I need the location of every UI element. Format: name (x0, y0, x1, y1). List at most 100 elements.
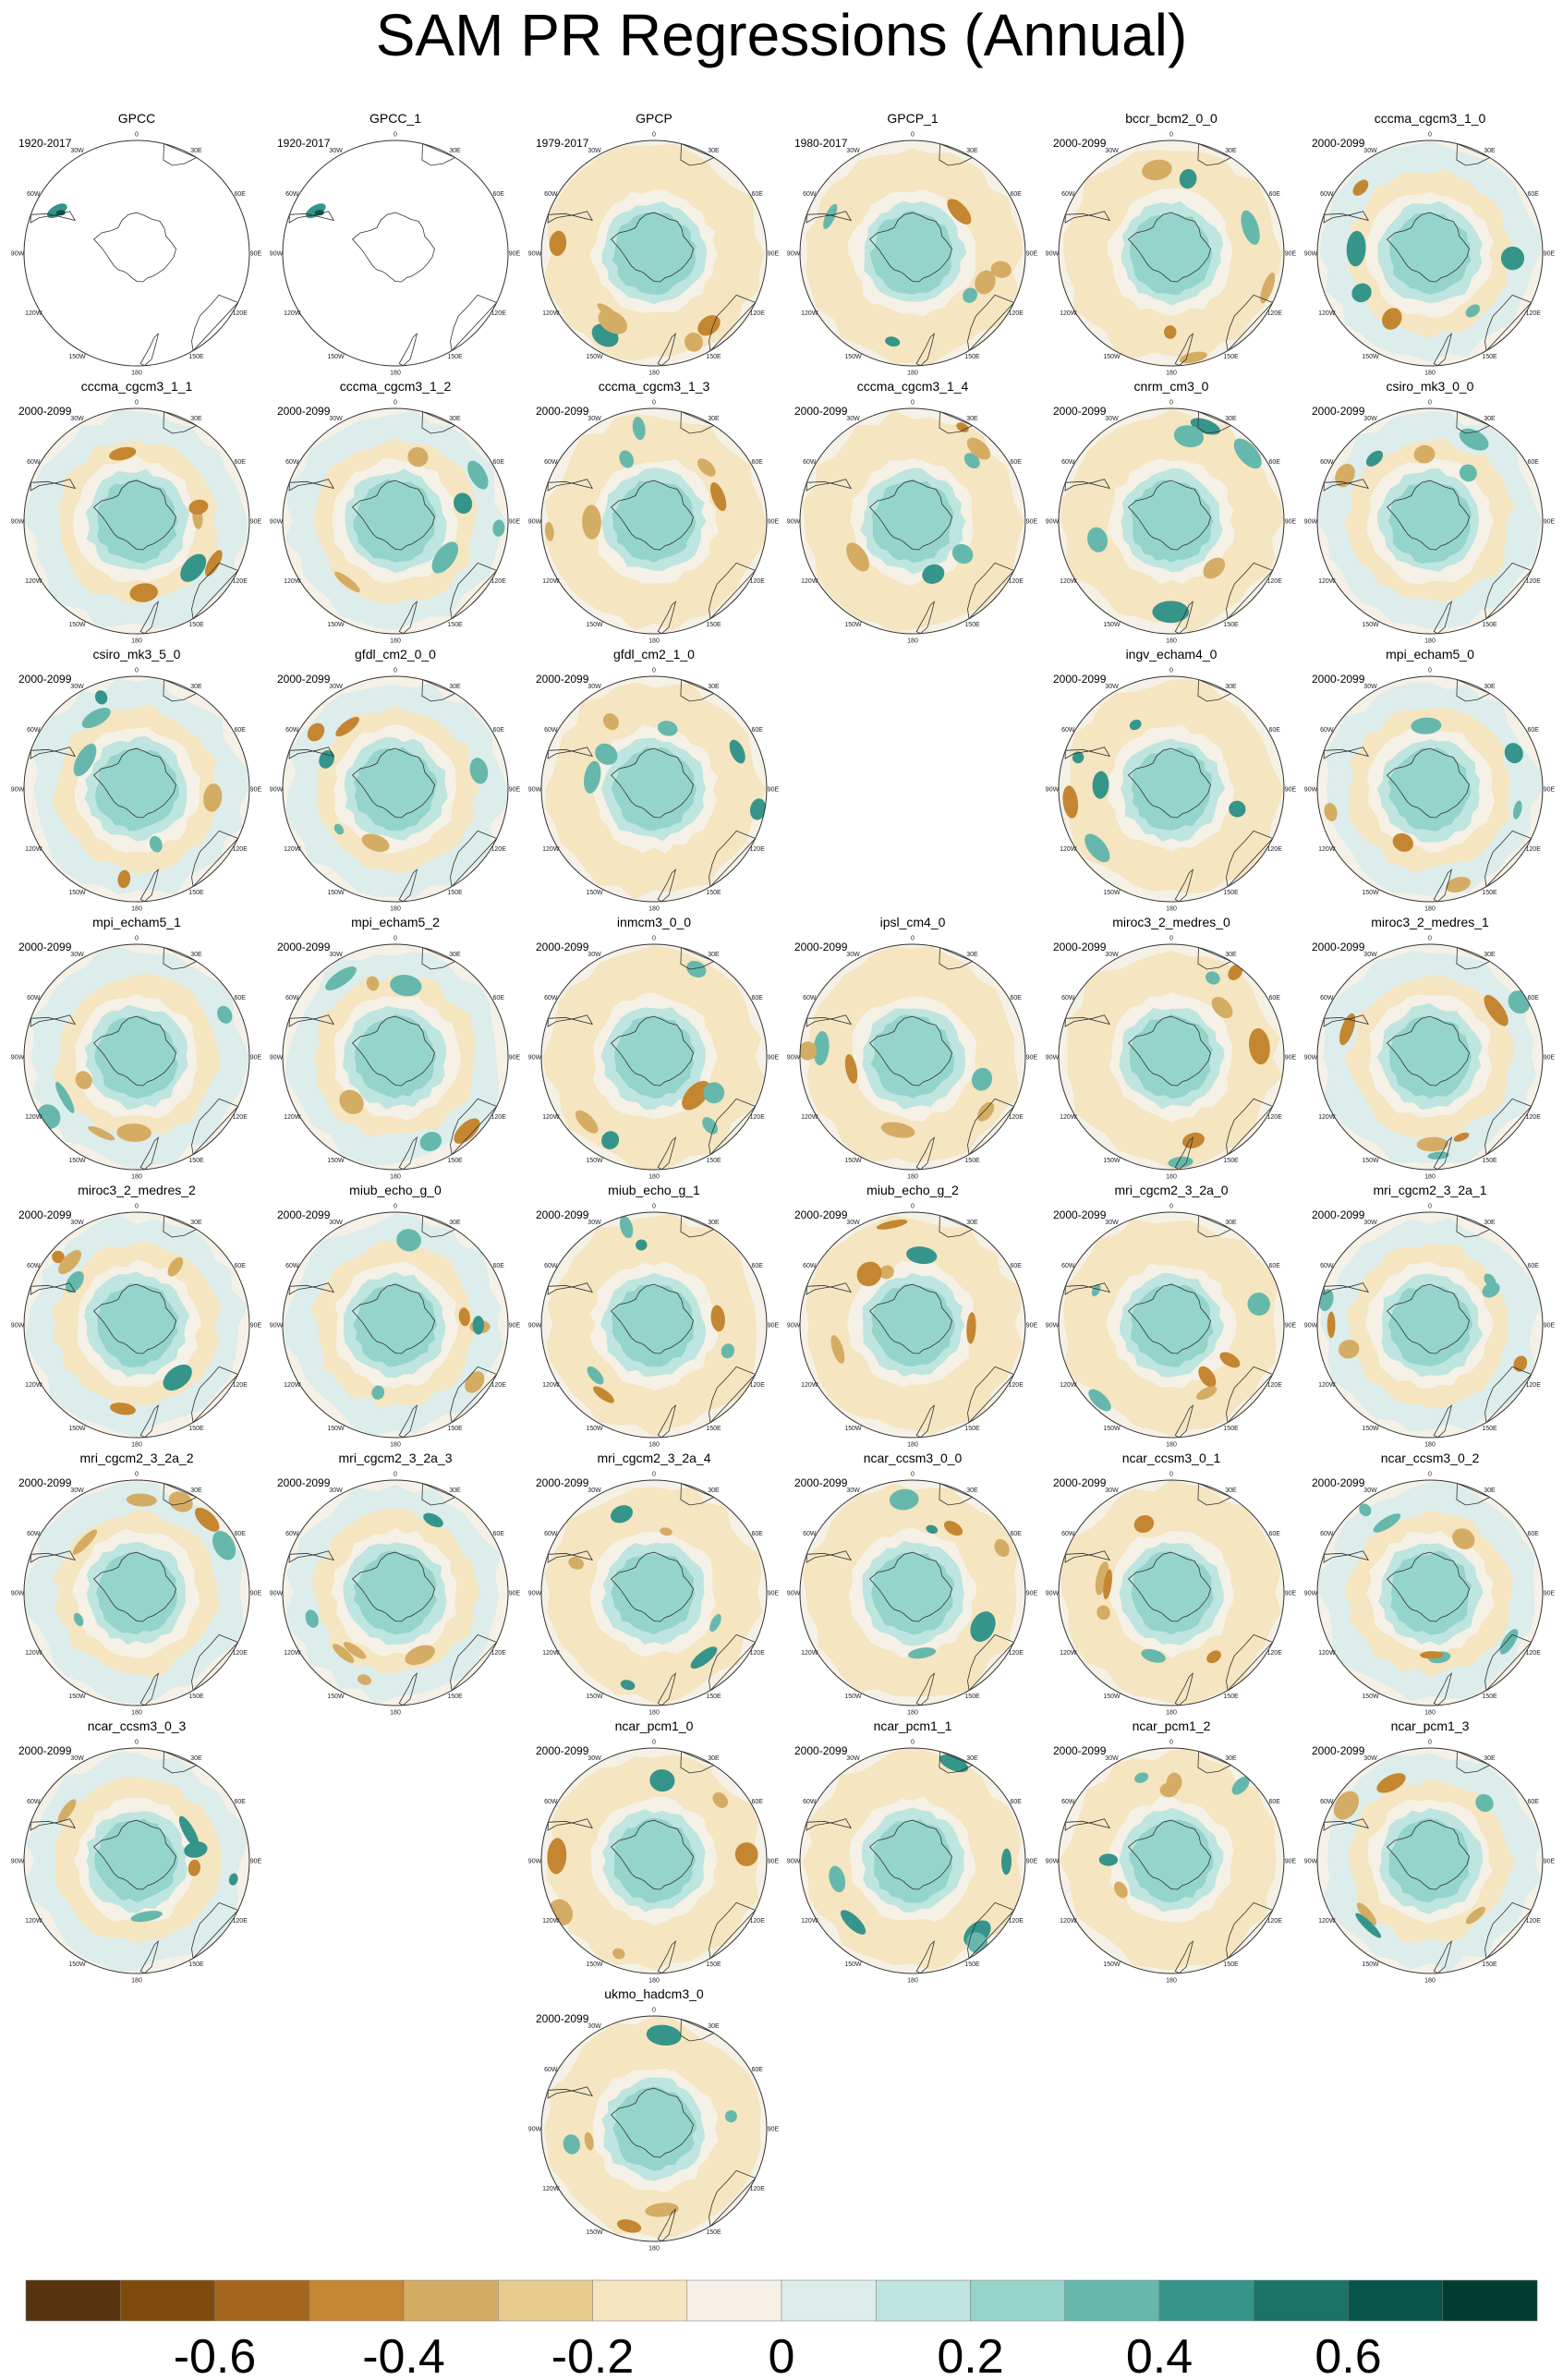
longitude-label: 180 (907, 1442, 918, 1449)
longitude-label: 150W (586, 1158, 603, 1164)
longitude-label: 120E (1009, 1382, 1024, 1389)
longitude-label: 120W (284, 1650, 301, 1657)
longitude-label: 60E (492, 459, 504, 466)
longitude-label: 120E (1267, 578, 1283, 585)
longitude-label: 30E (708, 1220, 720, 1226)
longitude-label: 30E (190, 416, 202, 422)
longitude-label: 30W (329, 416, 343, 422)
longitude-label: 60W (1061, 727, 1075, 734)
longitude-label: 90E (250, 787, 262, 794)
panel-title: GPCC_1 (369, 111, 422, 126)
longitude-label: 180 (1424, 638, 1436, 645)
map-panel: 0 30E 60E 90E 120E 150E 180 150W 120W 90W 60W 30W mi… (1301, 915, 1559, 1183)
longitude-label: 90E (509, 1591, 521, 1597)
longitude-label: 0 (394, 132, 397, 139)
longitude-label: 60E (234, 727, 246, 734)
longitude-label: 30E (1484, 1220, 1496, 1226)
longitude-label: 0 (911, 132, 915, 139)
panel-period: 2000-2099 (277, 405, 331, 418)
panel-period: 2000-2099 (1312, 673, 1365, 686)
longitude-label: 60W (544, 459, 558, 466)
longitude-label: 150E (447, 1158, 463, 1164)
longitude-label: 60W (544, 727, 558, 734)
longitude-label: 30E (966, 1488, 978, 1494)
longitude-label: 0 (1169, 1472, 1173, 1478)
longitude-label: 120E (1009, 1918, 1024, 1925)
longitude-label: 30W (1363, 952, 1377, 958)
polar-map: 0 30E 60E 90E 120E 150E 180 150W 120W 90W 60W 30W (1046, 132, 1297, 377)
panel-title: mri_cgcm2_3_2a_4 (597, 1451, 711, 1465)
longitude-label: 120W (801, 1650, 818, 1657)
longitude-label: 90E (1544, 1859, 1556, 1865)
longitude-label: 60W (1061, 459, 1075, 466)
longitude-label: 120W (801, 310, 818, 317)
longitude-label: 90E (1026, 1859, 1038, 1865)
longitude-label: 120W (1060, 1918, 1077, 1925)
panel-title: miroc3_2_medres_1 (1371, 915, 1489, 929)
panel-title: cccma_cgcm3_1_3 (598, 379, 710, 394)
polar-map: 0 30E 60E 90E 120E 150E 180 150W 120W 90W 60W 30W (528, 1204, 780, 1449)
longitude-label: 120W (1060, 1382, 1077, 1389)
colorbar-swatch (592, 2279, 688, 2322)
longitude-label: 30E (449, 1488, 461, 1494)
longitude-label: 30W (588, 1220, 601, 1226)
longitude-label: 30E (1484, 416, 1496, 422)
longitude-label: 60W (27, 727, 41, 734)
colorbar-swatch (1348, 2279, 1444, 2322)
longitude-label: 150W (844, 1158, 862, 1164)
longitude-label: 120W (1318, 1114, 1336, 1121)
longitude-label: 60E (1527, 1263, 1539, 1269)
longitude-label: 60W (803, 1799, 817, 1805)
longitude-label: 60W (1320, 995, 1334, 1002)
longitude-label: 180 (648, 1174, 660, 1181)
map-panel: 0 30E 60E 90E 120E 150E 180 150W 120W 90W 60W 30W GP… (783, 111, 1042, 379)
longitude-label: 120W (1318, 1650, 1336, 1657)
longitude-label: 60E (1268, 191, 1280, 198)
panel-title: GPCC (117, 111, 156, 126)
longitude-label: 0 (1428, 936, 1432, 942)
longitude-label: 180 (390, 906, 401, 913)
polar-map: 0 30E 60E 90E 120E 150E 180 150W 120W 90W 60W 30W (11, 936, 262, 1181)
longitude-label: 90E (250, 1859, 262, 1865)
longitude-label: 60E (751, 2067, 763, 2073)
longitude-label: 30E (1225, 1488, 1237, 1494)
longitude-label: 90W (11, 1055, 25, 1062)
longitude-label: 120E (1526, 578, 1542, 585)
longitude-label: 90E (509, 251, 521, 258)
map-panel: 0 30E 60E 90E 120E 150E 180 150W 120W 90W 60W 30W mi… (783, 1183, 1042, 1451)
longitude-label: 30E (708, 2023, 720, 2030)
polar-map: 0 30E 60E 90E 120E 150E 180 150W 120W 90W 60W 30W (528, 400, 780, 645)
colorbar-swatch (1064, 2279, 1160, 2322)
polar-map: 0 30E 60E 90E 120E 150E 180 150W 120W 90W 60W 30W (1304, 1740, 1556, 1985)
longitude-label: 90E (1544, 1591, 1556, 1597)
longitude-label: 90E (768, 1859, 780, 1865)
longitude-label: 30W (846, 416, 860, 422)
longitude-label: 0 (911, 1740, 915, 1746)
map-panel: 0 30E 60E 90E 120E 150E 180 150W 120W 90W 60W 30W mi… (1042, 915, 1301, 1183)
longitude-label: 180 (648, 370, 660, 377)
longitude-label: 180 (1166, 1174, 1177, 1181)
panel-period: 2000-2099 (794, 941, 848, 953)
polar-map: 0 30E 60E 90E 120E 150E 180 150W 120W 90W 60W 30W (1046, 1204, 1297, 1449)
map-panel: 0 30E 60E 90E 120E 150E 180 150W 120W 90W 60W 30W nc… (1042, 1718, 1301, 1986)
longitude-label: 60W (285, 1263, 299, 1269)
longitude-label: 0 (911, 1472, 915, 1478)
longitude-label: 120E (233, 310, 248, 317)
longitude-label: 90W (787, 1591, 801, 1597)
longitude-label: 150W (1103, 1426, 1121, 1432)
longitude-label: 180 (131, 638, 142, 645)
longitude-label: 60W (1061, 1263, 1075, 1269)
longitude-label: 90W (1304, 1859, 1318, 1865)
longitude-label: 90W (11, 1323, 25, 1330)
panel-period: 2000-2099 (277, 1208, 331, 1221)
longitude-label: 150E (447, 890, 463, 896)
panel-period: 2000-2099 (18, 1208, 72, 1221)
longitude-label: 60W (27, 1263, 41, 1269)
longitude-label: 120E (750, 310, 766, 317)
longitude-label: 150E (706, 1426, 721, 1432)
map-panel: 0 30E 60E 90E 120E 150E 180 150W 120W 90W 60W 30W mr… (7, 1451, 266, 1718)
colorbar: -0.6 -0.4 -0.2 0 0.2 0.4 0.6 (25, 2279, 1538, 2380)
longitude-label: 150W (586, 1961, 603, 1968)
longitude-label: 60W (285, 191, 299, 198)
longitude-label: 30W (1363, 148, 1377, 154)
